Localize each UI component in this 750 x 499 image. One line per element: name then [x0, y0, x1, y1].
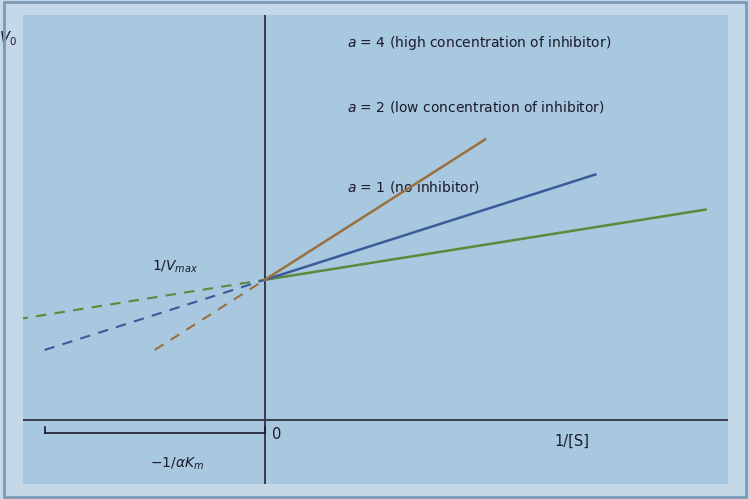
Text: $\it{a}$ = 4 (high concentration of inhibitor): $\it{a}$ = 4 (high concentration of inhi… [346, 34, 611, 52]
Text: $\it{a}$ = 1 (no inhibitor): $\it{a}$ = 1 (no inhibitor) [346, 179, 480, 195]
Text: $1/V_{max}$: $1/V_{max}$ [152, 258, 199, 275]
Text: $-1/\alpha K_m$: $-1/\alpha K_m$ [149, 455, 204, 472]
Text: 1/[S]: 1/[S] [555, 434, 590, 449]
Text: $1/V_0$: $1/V_0$ [0, 29, 17, 48]
Text: 0: 0 [272, 427, 281, 442]
Text: $\it{a}$ = 2 (low concentration of inhibitor): $\it{a}$ = 2 (low concentration of inhib… [346, 99, 604, 115]
